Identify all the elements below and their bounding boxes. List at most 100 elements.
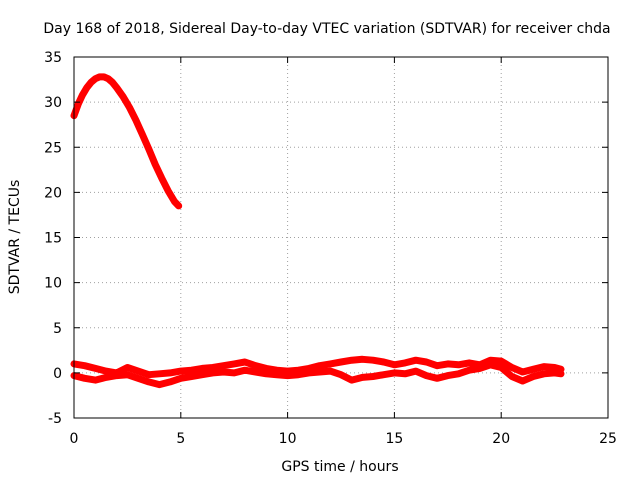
data-point: [444, 360, 451, 367]
data-point: [175, 202, 182, 209]
data-point: [103, 368, 109, 375]
data-point: [551, 364, 558, 371]
data-point: [145, 378, 152, 385]
data-point: [177, 375, 184, 382]
data-point: [391, 369, 398, 376]
series-layer: [70, 73, 565, 389]
data-point: [139, 131, 146, 138]
data-point: [113, 84, 120, 91]
data-point: [295, 371, 302, 378]
data-point: [273, 371, 280, 378]
data-point: [209, 369, 216, 376]
data-point: [263, 365, 270, 372]
data-point: [145, 371, 152, 378]
data-point: [113, 372, 120, 379]
data-point: [231, 369, 238, 376]
data-point: [103, 374, 109, 381]
y-tick-label: 15: [44, 231, 62, 247]
data-point: [476, 365, 483, 372]
y-tick-label: -5: [48, 411, 62, 427]
data-point: [327, 368, 334, 375]
data-point: [487, 361, 494, 368]
data-point: [135, 368, 142, 375]
data-point: [92, 377, 99, 384]
data-point: [109, 79, 116, 86]
data-point: [466, 359, 473, 366]
y-tick-label: 35: [44, 50, 62, 66]
data-point: [498, 358, 505, 365]
y-tick-label: 30: [44, 95, 62, 111]
data-point: [231, 360, 238, 367]
data-point: [412, 357, 419, 364]
data-point: [126, 104, 133, 111]
data-point: [199, 365, 206, 372]
data-point: [380, 359, 387, 365]
data-point: [96, 73, 103, 80]
data-point: [188, 373, 195, 380]
data-point: [81, 362, 88, 369]
data-point: [177, 368, 184, 375]
x-tick-label: 25: [599, 431, 617, 447]
data-point: [540, 370, 547, 377]
data-point: [338, 359, 344, 365]
data-point: [530, 366, 537, 373]
data-point: [466, 367, 473, 374]
data-point: [498, 364, 505, 371]
data-point: [120, 93, 127, 100]
chart-title: Day 168 of 2018, Sidereal Day-to-day VTE…: [43, 21, 610, 37]
data-point: [402, 370, 409, 377]
data-point: [199, 371, 206, 378]
data-point: [263, 370, 270, 377]
y-axis-label: SDTVAR / TECUs: [7, 180, 23, 295]
data-point: [252, 362, 259, 369]
data-point: [434, 362, 441, 369]
data-point: [156, 370, 163, 377]
data-point: [284, 372, 291, 379]
data-point: [152, 161, 159, 168]
data-point: [83, 84, 90, 91]
ticks: 0 5 10 15 20 25 -5 0 5 10 15 20 25 30 35: [44, 50, 617, 447]
x-tick-label: 0: [70, 431, 79, 447]
x-tick-label: 15: [385, 431, 403, 447]
data-point: [188, 367, 195, 374]
data-point: [455, 370, 462, 377]
y-tick-label: 25: [44, 140, 62, 156]
data-point: [540, 363, 547, 370]
data-point: [551, 369, 558, 376]
data-point: [88, 79, 95, 86]
data-point: [444, 372, 451, 379]
data-point: [220, 362, 227, 369]
x-tick-label: 5: [176, 431, 185, 447]
data-point: [391, 361, 398, 368]
data-point: [241, 359, 248, 365]
data-point: [402, 359, 409, 366]
y-tick-label: 20: [44, 185, 62, 201]
data-point: [519, 378, 526, 384]
data-point: [124, 371, 131, 378]
data-point: [105, 75, 112, 82]
data-point: [423, 372, 430, 379]
x-tick-label: 20: [492, 431, 510, 447]
data-point: [81, 375, 88, 382]
y-tick-label: 10: [44, 276, 62, 292]
data-point: [92, 365, 99, 372]
data-point: [171, 198, 178, 205]
series-line-early-high-segment: [70, 73, 183, 210]
data-point: [241, 367, 248, 374]
x-axis-label: GPS time / hours: [281, 459, 398, 475]
data-point: [124, 364, 131, 371]
data-point: [167, 369, 174, 376]
data-point: [79, 91, 86, 98]
data-point: [167, 378, 174, 385]
y-tick-label: 5: [53, 321, 62, 337]
data-point: [359, 374, 366, 381]
data-point: [455, 361, 462, 368]
data-point: [519, 369, 526, 375]
data-point: [158, 174, 165, 181]
data-point: [508, 364, 515, 371]
data-point: [156, 381, 163, 388]
data-point: [370, 373, 376, 380]
data-point: [327, 360, 334, 367]
data-point: [145, 146, 152, 153]
